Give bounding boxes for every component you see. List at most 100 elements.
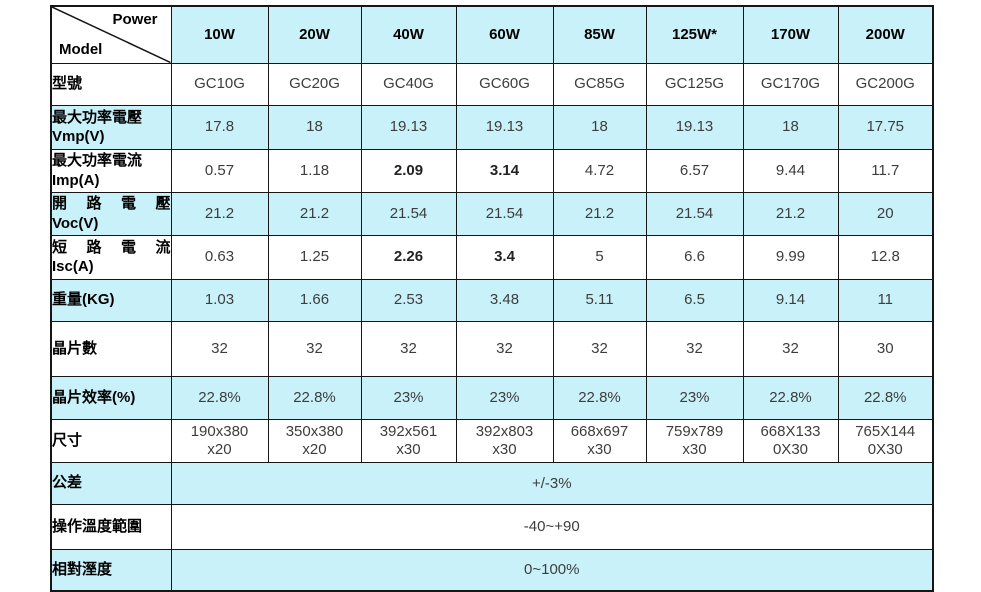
table-cell-dimensions: 668x697 x30: [552, 418, 647, 463]
table-cell-cell-efficiency: 22.8%: [170, 375, 269, 420]
row-label-cell-count: 晶片數: [50, 320, 172, 377]
row-label-tolerance: 公差: [50, 461, 172, 505]
table-cell-short-circuit-current: 12.8: [837, 234, 934, 280]
table-cell-max-power-voltage: 18: [742, 104, 839, 150]
table-cell-short-circuit-current: 5: [552, 234, 647, 280]
table-cell-max-power-current: 4.72: [552, 148, 647, 193]
row-label-weight-kg: 重量(KG): [50, 278, 172, 322]
table-cell-weight-kg: 3.48: [455, 278, 554, 322]
table-cell-dimensions: 668X133 0X30: [742, 418, 839, 463]
table-cell-short-circuit-current: 3.4: [455, 234, 554, 280]
row-label-short-circuit-current: 短路電流 Isc(A): [50, 234, 172, 280]
merged-value-operating-temperature-range: -40~+90: [170, 503, 934, 550]
table-cell-weight-kg: 1.03: [170, 278, 269, 322]
corner-cell-power-model: Power Model: [50, 5, 172, 64]
merged-value-tolerance: +/-3%: [170, 461, 934, 505]
table-cell-max-power-voltage: 19.13: [360, 104, 457, 150]
table-cell-dimensions: 765X144 0X30: [837, 418, 934, 463]
table-cell-short-circuit-current: 2.26: [360, 234, 457, 280]
row-label-text: 尺寸: [52, 431, 83, 449]
row-label-symbol: Isc(A): [52, 258, 94, 275]
table-cell-max-power-current: 3.14: [455, 148, 554, 193]
row-label-symbol: Voc(V): [52, 214, 99, 232]
table-cell-weight-kg: 1.66: [267, 278, 362, 322]
corner-power-label: Power: [112, 11, 158, 28]
table-cell-model-number: GC125G: [645, 62, 744, 106]
table-cell-short-circuit-current: 0.63: [170, 234, 269, 280]
column-header-40w: 40W: [360, 5, 457, 64]
table-cell-dimensions: 350x380 x20: [267, 418, 362, 463]
table-cell-open-circuit-voltage: 21.2: [552, 191, 647, 236]
row-label-symbol: Imp(A): [52, 171, 100, 189]
row-label-text: 晶片數: [52, 339, 98, 357]
merged-value-relative-humidity: 0~100%: [170, 548, 934, 592]
table-cell-max-power-voltage: 17.75: [837, 104, 934, 150]
table-cell-dimensions: 392x803 x30: [455, 418, 554, 463]
table-cell-max-power-current: 2.09: [360, 148, 457, 193]
row-label-model-number: 型號: [50, 62, 172, 106]
table-cell-dimensions: 392x561 x30: [360, 418, 457, 463]
table-cell-max-power-voltage: 19.13: [455, 104, 554, 150]
table-cell-model-number: GC10G: [170, 62, 269, 106]
table-cell-cell-count: 32: [360, 320, 457, 377]
table-cell-model-number: GC60G: [455, 62, 554, 106]
row-label-relative-humidity: 相對溼度: [50, 548, 172, 592]
row-label-symbol: Vmp(V): [52, 128, 105, 145]
table-cell-dimensions: 190x380 x20: [170, 418, 269, 463]
row-label-text: 最大功率電壓: [52, 108, 143, 126]
table-cell-cell-count: 32: [455, 320, 554, 377]
table-cell-open-circuit-voltage: 21.54: [645, 191, 744, 236]
table-cell-cell-efficiency: 23%: [645, 375, 744, 420]
table-cell-short-circuit-current: 6.6: [645, 234, 744, 280]
table-cell-open-circuit-voltage: 21.54: [455, 191, 554, 236]
table-cell-weight-kg: 11: [837, 278, 934, 322]
corner-model-label: Model: [59, 40, 103, 58]
table-cell-cell-efficiency: 22.8%: [742, 375, 839, 420]
column-header-170w: 170W: [742, 5, 839, 64]
column-header-85w: 85W: [552, 5, 647, 64]
table-cell-max-power-voltage: 19.13: [645, 104, 744, 150]
column-header-10w: 10W: [170, 5, 269, 64]
table-cell-cell-count: 32: [170, 320, 269, 377]
row-label-text: 最大功率電流: [52, 152, 143, 169]
row-label-operating-temperature-range: 操作溫度範圍: [50, 503, 172, 550]
table-cell-max-power-voltage: 17.8: [170, 104, 269, 150]
table-cell-open-circuit-voltage: 21.2: [267, 191, 362, 236]
table-cell-cell-efficiency: 23%: [455, 375, 554, 420]
table-cell-model-number: GC170G: [742, 62, 839, 106]
table-cell-weight-kg: 6.5: [645, 278, 744, 322]
table-cell-model-number: GC40G: [360, 62, 457, 106]
table-cell-cell-count: 32: [267, 320, 362, 377]
table-cell-cell-efficiency: 22.8%: [837, 375, 934, 420]
table-cell-open-circuit-voltage: 21.2: [742, 191, 839, 236]
diagonal-divider-line: [52, 7, 171, 63]
table-cell-max-power-current: 11.7: [837, 148, 934, 193]
row-label-open-circuit-voltage: 開路電壓 Voc(V): [50, 191, 172, 236]
table-cell-max-power-current: 1.18: [267, 148, 362, 193]
table-cell-model-number: GC20G: [267, 62, 362, 106]
row-label-dimensions: 尺寸: [50, 418, 172, 463]
table-cell-cell-count: 32: [552, 320, 647, 377]
table-cell-weight-kg: 2.53: [360, 278, 457, 322]
table-cell-open-circuit-voltage: 21.54: [360, 191, 457, 236]
table-cell-short-circuit-current: 1.25: [267, 234, 362, 280]
column-header-125w: 125W*: [645, 5, 744, 64]
table-cell-cell-efficiency: 22.8%: [267, 375, 362, 420]
table-cell-open-circuit-voltage: 20: [837, 191, 934, 236]
table-cell-cell-count: 32: [742, 320, 839, 377]
table-cell-short-circuit-current: 9.99: [742, 234, 839, 280]
table-cell-model-number: GC85G: [552, 62, 647, 106]
table-cell-cell-efficiency: 22.8%: [552, 375, 647, 420]
table-cell-open-circuit-voltage: 21.2: [170, 191, 269, 236]
row-label-text: 重量(KG): [52, 291, 115, 309]
table-cell-cell-efficiency: 23%: [360, 375, 457, 420]
row-label-max-power-voltage: 最大功率電壓 Vmp(V): [50, 104, 172, 150]
table-cell-dimensions: 759x789 x30: [645, 418, 744, 463]
table-cell-weight-kg: 5.11: [552, 278, 647, 322]
row-label-cell-efficiency: 晶片效率(%): [50, 375, 172, 420]
table-cell-max-power-voltage: 18: [552, 104, 647, 150]
table-cell-max-power-current: 9.44: [742, 148, 839, 193]
table-cell-max-power-current: 6.57: [645, 148, 744, 193]
table-cell-model-number: GC200G: [837, 62, 934, 106]
